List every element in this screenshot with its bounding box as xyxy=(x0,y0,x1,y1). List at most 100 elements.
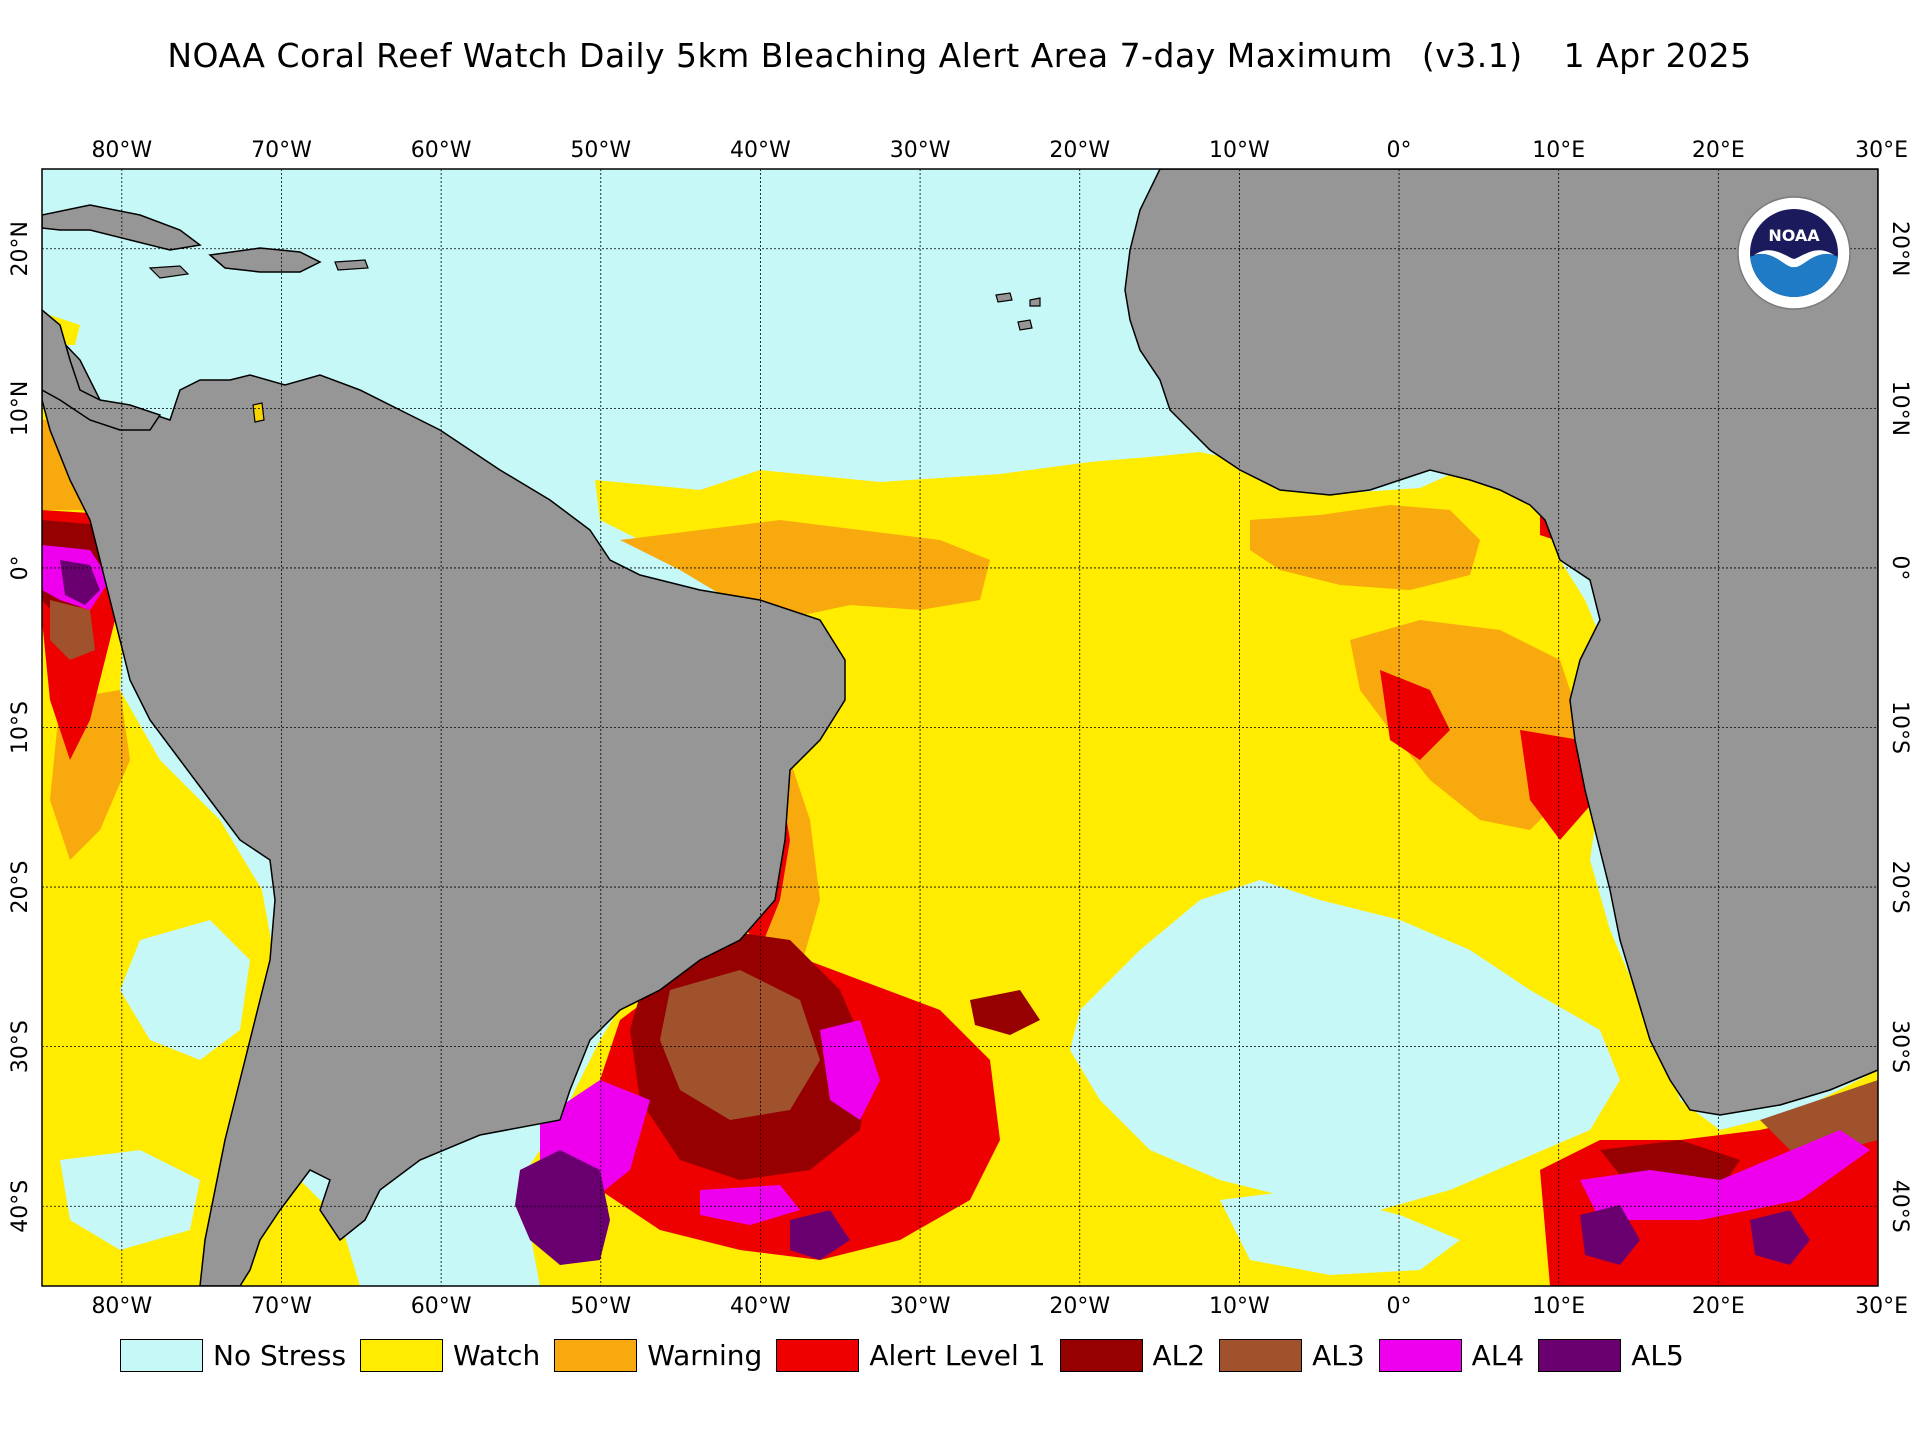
chart-title: NOAA Coral Reef Watch Daily 5km Bleachin… xyxy=(0,36,1919,75)
legend-swatch xyxy=(120,1338,203,1372)
lat-tick-label-left: 30°S xyxy=(8,1020,33,1073)
lon-tick-label-top: 70°W xyxy=(251,138,312,163)
legend-label: AL5 xyxy=(1631,1338,1684,1372)
lon-tick-label-top: 60°W xyxy=(411,138,472,163)
puerto-rico-island xyxy=(334,259,369,271)
lon-tick-label-top: 50°W xyxy=(570,138,631,163)
noaa-logo-text: NOAA xyxy=(1768,226,1820,245)
legend-label: AL3 xyxy=(1312,1338,1365,1372)
no-stress-patch-south-atlantic xyxy=(1070,880,1620,1210)
legend-item: Alert Level 1 xyxy=(776,1338,1046,1372)
cape-verde-islands xyxy=(995,292,1041,331)
lon-tick-label-bottom: 10°W xyxy=(1209,1294,1270,1319)
map-plot-area xyxy=(42,169,1878,1286)
legend-swatch xyxy=(360,1338,444,1372)
lon-tick-label-bottom: 60°W xyxy=(411,1294,472,1319)
al5-east-patch-1 xyxy=(1580,1205,1640,1265)
no-stress-patch-southwest xyxy=(60,1150,200,1250)
legend-swatch xyxy=(554,1338,638,1372)
noaa-logo-bird-icon xyxy=(1754,250,1834,268)
no-stress-patch-low xyxy=(1220,1190,1460,1275)
al4-patch-1 xyxy=(700,1185,800,1225)
warning-angola xyxy=(1350,620,1580,830)
al5-argentine-shelf xyxy=(515,1150,610,1265)
legend-item: No Stress xyxy=(120,1338,347,1372)
lat-tick-label-left: 10°S xyxy=(8,701,33,754)
legend-item: AL2 xyxy=(1059,1338,1206,1372)
al5-south-atlantic-patch xyxy=(790,1210,850,1260)
legend-item: Warning xyxy=(554,1338,763,1372)
legend-swatch xyxy=(776,1338,860,1372)
map-frame xyxy=(41,168,1879,1287)
legend-item: Watch xyxy=(360,1338,541,1372)
legend-swatch xyxy=(1538,1338,1622,1372)
title-version: (v3.1) xyxy=(1421,36,1523,75)
lon-tick-label-bottom: 20°W xyxy=(1049,1294,1110,1319)
legend-swatch xyxy=(1219,1338,1303,1372)
trinidad-island xyxy=(252,402,265,423)
lat-tick-label-left: 40°S xyxy=(8,1180,33,1233)
map-tick-labels: 80°W 80°W 70°W 70°W 60°W 60°W 50°W 50°W 40°W 40°W… xyxy=(8,138,1912,1319)
lon-tick-label-bottom: 30°W xyxy=(890,1294,951,1319)
legend-label: No Stress xyxy=(213,1338,347,1372)
al5-ecuador xyxy=(60,560,100,605)
legend-item: AL4 xyxy=(1378,1338,1525,1372)
noaa-logo: NOAA xyxy=(1737,196,1851,310)
map-gridlines xyxy=(42,169,1878,1286)
legend-item: AL5 xyxy=(1538,1338,1684,1372)
lon-tick-label-bottom: 30°E xyxy=(1855,1294,1908,1319)
noaa-logo-lower-field xyxy=(1750,253,1838,297)
lon-tick-label-top: 30°W xyxy=(890,138,951,163)
title-date: 1 Apr 2025 xyxy=(1563,36,1752,75)
lat-tick-label-right: 20°S xyxy=(1887,861,1912,914)
south-america-landmass xyxy=(42,318,846,1286)
warning-band-equatorial xyxy=(620,520,990,620)
legend-label: Watch xyxy=(453,1338,541,1372)
lon-tick-label-top: 0° xyxy=(1387,138,1412,163)
al4-mid-atlantic xyxy=(820,1020,880,1120)
legend-label: AL2 xyxy=(1152,1338,1206,1372)
no-stress-patch-west-pacific xyxy=(120,920,250,1060)
legend-swatch xyxy=(1378,1338,1462,1372)
lon-tick-label-top: 10°W xyxy=(1209,138,1270,163)
title-main: NOAA Coral Reef Watch Daily 5km Bleachin… xyxy=(167,36,1393,75)
lon-tick-label-bottom: 20°E xyxy=(1692,1294,1745,1319)
warning-gulf-of-guinea xyxy=(1250,505,1480,590)
lon-tick-label-top: 10°E xyxy=(1532,138,1585,163)
central-america-landmass xyxy=(42,309,162,431)
al2-patch-central xyxy=(970,990,1040,1035)
al5-east-patch-2 xyxy=(1750,1210,1810,1265)
al3-pacific-coast xyxy=(50,600,95,660)
lon-tick-label-top: 80°W xyxy=(91,138,152,163)
legend-label: AL4 xyxy=(1471,1338,1525,1372)
africa-landmass xyxy=(1124,169,1878,1116)
lon-tick-label-bottom: 80°W xyxy=(91,1294,152,1319)
lat-tick-label-right: 0° xyxy=(1887,555,1912,580)
lon-tick-label-top: 20°W xyxy=(1049,138,1110,163)
lon-tick-label-top: 40°W xyxy=(730,138,791,163)
lat-tick-label-right: 20°N xyxy=(1887,221,1912,276)
lon-tick-label-bottom: 50°W xyxy=(570,1294,631,1319)
lon-tick-label-top: 30°E xyxy=(1855,138,1908,163)
lat-tick-label-right: 10°S xyxy=(1887,701,1912,754)
alert1-angola-patch xyxy=(1380,670,1450,760)
alert1-angola-patch-2 xyxy=(1520,730,1595,840)
lat-tick-label-left: 0° xyxy=(8,555,33,580)
lon-tick-label-bottom: 0° xyxy=(1387,1294,1412,1319)
lat-tick-label-left: 10°N xyxy=(8,381,33,436)
lat-tick-label-right: 40°S xyxy=(1887,1180,1912,1233)
al4-east-south-atlantic xyxy=(1580,1130,1870,1220)
legend: No Stress Watch Warning Alert Level 1 AL2 AL3… xyxy=(120,1337,1698,1373)
legend-label: Warning xyxy=(647,1338,763,1372)
legend-swatch xyxy=(1059,1338,1143,1372)
cuba-island xyxy=(42,204,202,251)
legend-label: Alert Level 1 xyxy=(869,1338,1046,1372)
lat-tick-label-left: 20°N xyxy=(8,221,33,276)
al3-south-atlantic xyxy=(660,970,820,1120)
lon-tick-label-bottom: 10°E xyxy=(1532,1294,1585,1319)
lon-tick-label-top: 20°E xyxy=(1692,138,1745,163)
lat-tick-label-left: 20°S xyxy=(8,861,33,914)
jamaica-island xyxy=(148,265,190,279)
legend-item: AL3 xyxy=(1219,1338,1365,1372)
